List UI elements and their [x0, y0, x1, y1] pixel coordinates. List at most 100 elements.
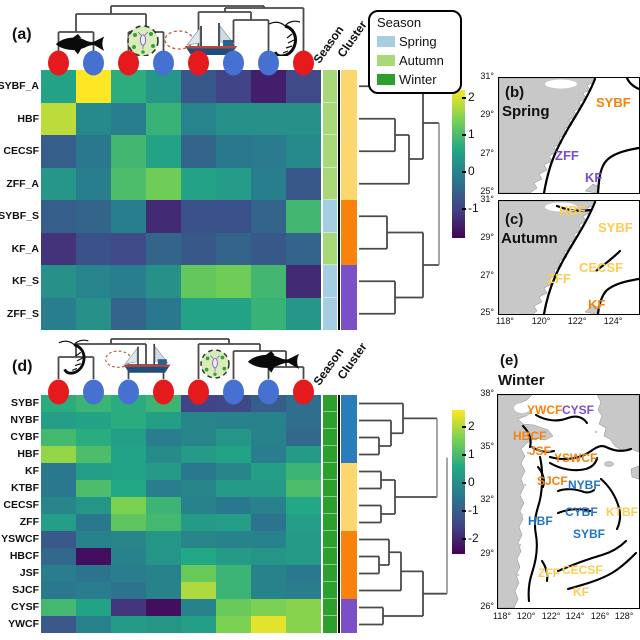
heatmap-cell — [216, 265, 251, 298]
latitude-tick-label: 29° — [480, 109, 494, 119]
row-label: HBF — [17, 448, 39, 460]
front-lines — [521, 413, 638, 603]
row-label: KTBF — [11, 482, 39, 494]
taiwan-island — [584, 183, 601, 193]
latitude-tick-label: 35° — [480, 441, 494, 451]
heatmap-cell — [251, 429, 286, 446]
panel-d-column-dendrogram — [57, 338, 305, 379]
heatmap-cell — [286, 102, 321, 135]
latitude-tick-label: 31° — [480, 71, 494, 81]
heatmap-cell — [251, 265, 286, 298]
heatmap-cell — [76, 232, 111, 265]
map-label-sybf: SYBF — [573, 527, 606, 541]
heatmap-cell — [146, 565, 181, 582]
heatmap-cell — [146, 265, 181, 298]
colorbar-tick-mark — [462, 134, 466, 136]
heatmap-cell — [286, 582, 321, 599]
front-lines — [542, 78, 639, 193]
heatmap-cell — [181, 463, 216, 480]
heatmap-cell — [111, 265, 146, 298]
heatmap-cell — [286, 599, 321, 616]
heatmap-cell — [251, 167, 286, 200]
heatmap-cell — [146, 616, 181, 633]
colorbar-tick-mark — [462, 510, 466, 512]
heatmap-cell — [286, 480, 321, 497]
red-column-dot — [48, 50, 69, 76]
heatmap-cell — [111, 480, 146, 497]
panel-a-season-strip — [323, 70, 337, 330]
season-cell — [323, 167, 337, 200]
panel-d-cluster-strip — [341, 395, 357, 633]
heatmap-cell — [251, 232, 286, 265]
heatmap-cell — [216, 297, 251, 330]
heatmap-cell — [251, 531, 286, 548]
latitude-tick-label: 27° — [480, 148, 494, 158]
heatmap-cell — [216, 599, 251, 616]
cluster-cell — [341, 531, 357, 548]
heatmap-cell — [41, 463, 76, 480]
heatmap-cell — [181, 616, 216, 633]
panel-a-column-dendrogram — [55, 5, 305, 56]
heatmap-cell — [146, 531, 181, 548]
heatmap-cell — [146, 446, 181, 463]
cluster-cell — [341, 232, 357, 265]
heatmap-cell — [76, 582, 111, 599]
heatmap-cell — [286, 514, 321, 531]
heatmap-cell — [216, 200, 251, 233]
map-b-panel-label: (b) — [505, 84, 525, 101]
heatmap-cell — [41, 565, 76, 582]
heatmap-cell — [41, 200, 76, 233]
map-label-hbf: HBF — [528, 514, 553, 528]
season-cell — [323, 463, 337, 480]
map-label-zff: ZFF — [538, 566, 560, 580]
cluster-cell — [341, 582, 357, 599]
season-cell — [323, 582, 337, 599]
panel-a-heatmap — [41, 70, 321, 330]
panel-a-row-dendrogram — [359, 85, 440, 315]
map-label-nybf: NYBF — [568, 478, 601, 492]
legend-item-winter: Winter — [377, 72, 455, 87]
latitude-tick-label: 25° — [480, 307, 494, 317]
season-legend: Season Spring Autumn Winter — [368, 10, 462, 94]
heatmap-cell — [41, 599, 76, 616]
panel-d-strip-divider — [338, 395, 340, 633]
korea-land — [596, 395, 639, 453]
map-label-hbf: HBF — [559, 203, 586, 218]
latitude-tick-label: 38° — [480, 388, 494, 398]
red-column-dot — [188, 50, 209, 76]
row-label: ZFF_A — [6, 177, 39, 190]
heatmap-cell — [181, 412, 216, 429]
heatmap-cell — [146, 599, 181, 616]
cluster-cell — [341, 565, 357, 582]
heatmap-cell — [41, 135, 76, 168]
heatmap-cell — [41, 446, 76, 463]
heatmap-cell — [251, 480, 286, 497]
colorbar-tick-label: 2 — [468, 419, 475, 433]
panel-a-colorbar — [452, 90, 465, 238]
row-label: CECSF — [3, 499, 39, 511]
latitude-tick-label: 32° — [480, 494, 494, 504]
heatmap-cell — [251, 463, 286, 480]
heatmap-cell — [146, 582, 181, 599]
heatmap-cell — [111, 514, 146, 531]
heatmap-cell — [111, 565, 146, 582]
heatmap-cell — [216, 102, 251, 135]
legend-label: Winter — [399, 72, 437, 87]
heatmap-cell — [181, 102, 216, 135]
heatmap-cell — [216, 167, 251, 200]
cluster-cell — [341, 412, 357, 429]
heatmap-cell — [216, 446, 251, 463]
heatmap-cell — [251, 200, 286, 233]
cluster-cell — [341, 70, 357, 103]
blue-column-dot — [83, 379, 104, 405]
map-label-cecsf: CECSF — [562, 563, 603, 577]
map-label-ktbf: KTBF — [606, 505, 638, 519]
heatmap-cell — [216, 514, 251, 531]
season-cell — [323, 548, 337, 565]
heatmap-cell — [41, 582, 76, 599]
cluster-cell — [341, 599, 357, 616]
season-cell — [323, 599, 337, 616]
season-cell — [323, 429, 337, 446]
heatmap-cell — [41, 616, 76, 633]
